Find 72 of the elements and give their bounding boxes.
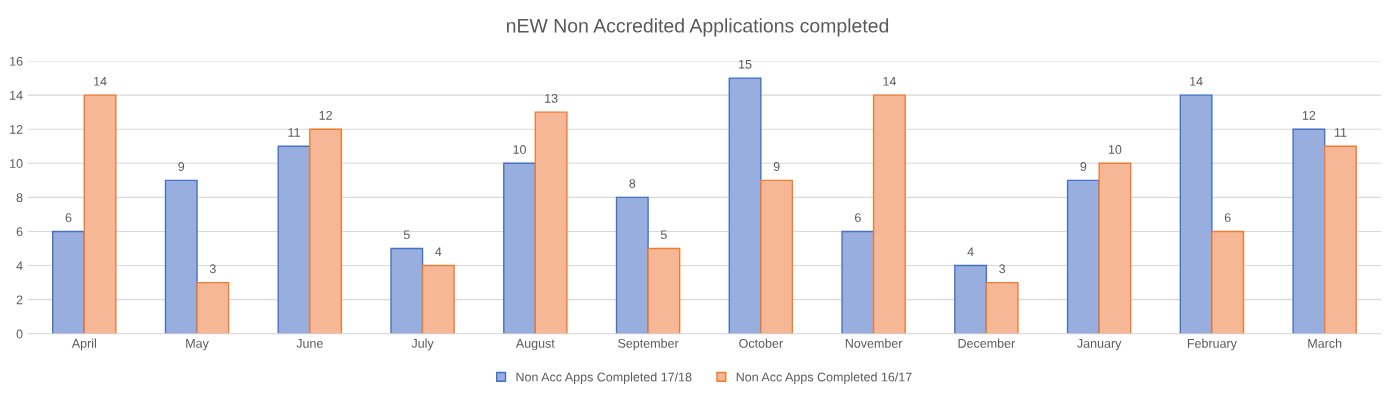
- data-label: 15: [739, 59, 752, 69]
- data-label: 10: [1108, 145, 1122, 154]
- x-tick-label: August: [515, 339, 555, 351]
- bar: [615, 196, 649, 334]
- x-tick-label: April: [71, 338, 96, 351]
- bar: [1066, 179, 1100, 334]
- bar: [1292, 128, 1326, 334]
- data-label: 14: [1190, 77, 1203, 86]
- bar: [390, 247, 424, 334]
- bar: [647, 247, 681, 334]
- data-label: 9: [773, 162, 780, 171]
- bar: [277, 145, 311, 334]
- bar: [196, 281, 230, 334]
- y-tick-label: 0: [16, 329, 23, 339]
- bar: [1179, 94, 1213, 334]
- data-label: 11: [1334, 128, 1347, 137]
- bar: [421, 264, 455, 334]
- bar: [52, 230, 85, 334]
- bar: [309, 128, 343, 334]
- data-label: 14: [883, 77, 896, 86]
- y-tick-label: 16: [10, 56, 23, 66]
- bar: [1098, 162, 1132, 334]
- bar: [760, 179, 794, 334]
- y-tick-label: 10: [10, 159, 23, 168]
- bar: [841, 230, 875, 334]
- data-label: 4: [435, 247, 442, 257]
- bar: [534, 111, 568, 334]
- y-tick-label: 2: [16, 295, 23, 305]
- x-tick-label: November: [845, 338, 903, 348]
- y-tick-label: 12: [10, 125, 23, 134]
- legend-label: Non Acc Apps Completed 16/17: [736, 372, 912, 384]
- x-tick-label: January: [1077, 339, 1122, 351]
- y-tick-label: 8: [16, 193, 23, 203]
- x-tick-label: March: [1308, 338, 1342, 348]
- x-tick-label: July: [411, 338, 434, 351]
- data-label: 5: [403, 230, 410, 240]
- x-tick-label: May: [186, 339, 209, 351]
- x-tick-label: September: [618, 338, 679, 351]
- chart-title: nEW Non Accredited Applications completed: [506, 18, 889, 37]
- bar: [164, 179, 198, 334]
- data-label: 11: [288, 128, 300, 137]
- data-label: 6: [65, 213, 72, 223]
- data-label: 9: [178, 162, 185, 171]
- y-tick-label: 14: [10, 91, 23, 100]
- data-label: 9: [1080, 162, 1087, 171]
- data-label: 3: [999, 264, 1006, 274]
- bar: [503, 162, 537, 334]
- x-tick-label: December: [958, 338, 1016, 348]
- data-label: 14: [94, 77, 107, 86]
- data-label: 8: [629, 179, 636, 188]
- data-label: 12: [319, 110, 332, 120]
- bar: [985, 281, 1019, 334]
- bar: [872, 94, 906, 334]
- y-tick-label: 6: [16, 227, 23, 237]
- bar: [83, 94, 117, 334]
- x-tick-label: February: [1187, 338, 1237, 351]
- data-label: 6: [1224, 213, 1231, 223]
- bar: [954, 264, 988, 334]
- data-label: 6: [854, 213, 861, 223]
- bar: [1211, 230, 1245, 334]
- legend-label: Non Acc Apps Completed 17/18: [516, 372, 692, 384]
- data-label: 3: [209, 264, 216, 274]
- data-label: 13: [545, 93, 558, 103]
- x-tick-label: October: [739, 338, 783, 348]
- data-label: 5: [660, 230, 667, 240]
- y-tick-label: 4: [16, 261, 23, 271]
- x-tick-label: June: [296, 339, 323, 348]
- data-label: 12: [1302, 110, 1316, 120]
- data-label: 4: [967, 247, 974, 257]
- bar: [1323, 145, 1357, 334]
- data-label: 10: [513, 145, 527, 154]
- bar: [728, 77, 762, 334]
